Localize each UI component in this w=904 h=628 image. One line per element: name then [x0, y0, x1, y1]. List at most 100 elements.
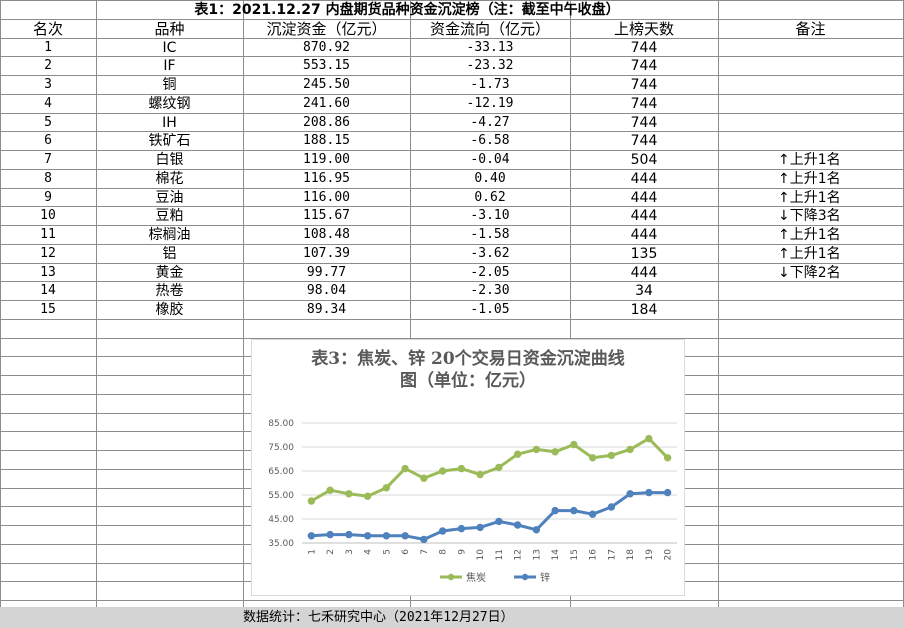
- header-days-cell: 上榜天数: [613, 20, 674, 38]
- grid-row-line: [0, 75, 904, 76]
- flow-cell: -2.05: [470, 265, 510, 280]
- grid-row-line: [0, 0, 904, 1]
- days-cell: 444: [630, 190, 658, 206]
- x-tick-label: 6: [401, 549, 411, 555]
- legend-label: 焦炭: [466, 571, 486, 584]
- chart-title-line-2: 图（单位：亿元）: [400, 371, 536, 391]
- grid-row-line: [0, 300, 904, 301]
- x-tick-label: 11: [495, 549, 505, 560]
- y-tick-label: 55.00: [268, 491, 294, 501]
- x-tick-label: 15: [570, 549, 580, 560]
- grid-column-line: [243, 0, 244, 628]
- flow-cell: -0.04: [470, 152, 510, 167]
- data-point: [551, 448, 559, 456]
- funds-cell: 870.92: [303, 40, 350, 55]
- data-point: [382, 484, 391, 492]
- days-cell: 34: [635, 283, 653, 299]
- variety-cell: IH: [162, 115, 177, 131]
- funds-cell: 98.04: [306, 283, 347, 298]
- grid-row-line: [0, 244, 904, 245]
- flow-cell: -1.73: [470, 77, 510, 92]
- grid-row-line: [0, 131, 904, 132]
- series-line-0: [310, 437, 669, 503]
- flow-cell: -1.05: [470, 302, 510, 317]
- variety-cell: 橡胶: [155, 302, 184, 318]
- x-tick-label: 18: [626, 549, 636, 561]
- y-tick-label: 35.00: [268, 539, 294, 549]
- data-point: [645, 434, 653, 443]
- variety-cell: 铁矿石: [148, 133, 191, 149]
- grid-column-line: [718, 0, 719, 628]
- data-point: [551, 506, 559, 515]
- funds-cell: 108.48: [303, 227, 350, 242]
- funds-cell: 119.00: [303, 152, 350, 167]
- funds-cell: 188.15: [303, 133, 350, 148]
- days-cell: 504: [630, 152, 658, 168]
- data-point: [326, 530, 334, 539]
- rank-cell: 8: [44, 171, 52, 186]
- days-cell: 184: [630, 302, 658, 318]
- data-point: [663, 454, 672, 462]
- funds-cell: 89.34: [306, 302, 347, 317]
- note-cell: ↑上升1名: [778, 152, 841, 168]
- series-line-1: [311, 491, 668, 541]
- days-cell: 444: [630, 208, 658, 224]
- variety-cell: 豆油: [155, 190, 184, 206]
- funds-cell: 116.95: [303, 171, 350, 186]
- x-tick-label: 17: [607, 549, 617, 560]
- grid-row-line: [0, 281, 904, 282]
- variety-cell: IF: [163, 58, 176, 74]
- rank-cell: 4: [44, 96, 52, 111]
- note-cell: [778, 301, 903, 319]
- note-cell: [778, 132, 903, 150]
- flow-cell: -1.58: [470, 227, 510, 242]
- data-point: [626, 445, 634, 454]
- x-tick-label: 4: [364, 549, 374, 555]
- data-point: [513, 450, 522, 458]
- data-point: [588, 510, 597, 518]
- data-point: [457, 524, 466, 533]
- header-variety-cell: 品种: [154, 20, 185, 38]
- flow-cell: -33.13: [466, 40, 514, 55]
- variety-cell: 铜: [162, 77, 177, 93]
- rank-cell: 9: [44, 190, 52, 205]
- funds-cell: 116.00: [303, 190, 350, 205]
- x-tick-label: 3: [345, 549, 355, 555]
- flow-cell: -3.62: [470, 246, 510, 261]
- data-point: [495, 463, 503, 472]
- variety-cell: 白银: [155, 152, 184, 168]
- grid-row-line: [0, 600, 904, 601]
- rank-cell: 15: [40, 302, 56, 317]
- note-cell: ↑上升1名: [778, 227, 841, 243]
- rank-cell: 11: [40, 227, 56, 242]
- data-point: [438, 527, 447, 535]
- note-cell: ↓下降2名: [778, 265, 841, 281]
- data-point: [382, 532, 391, 540]
- y-tick-label: 75.00: [268, 443, 294, 453]
- data-point: [457, 464, 466, 473]
- funds-cell: 241.60: [303, 96, 350, 111]
- data-point: [570, 506, 578, 515]
- note-cell: ↓下降3名: [778, 208, 841, 224]
- funds-cell: 208.86: [303, 115, 350, 130]
- x-tick-label: 16: [589, 549, 599, 561]
- grid-row-line: [0, 225, 904, 226]
- funds-cell: 553.15: [303, 58, 350, 73]
- funds-line-chart[interactable]: 表3：焦炭、锌 20个交易日资金沉淀曲线 图（单位：亿元） 35.00 45.00…: [251, 339, 685, 596]
- data-point: [476, 523, 484, 532]
- x-tick-label: 20: [664, 549, 674, 561]
- days-cell: 744: [630, 115, 658, 131]
- legend-swatch-marker: [521, 573, 529, 581]
- x-tick-label: 10: [476, 549, 486, 561]
- grid-row-line: [0, 56, 904, 57]
- grid-row-line: [0, 169, 904, 170]
- variety-cell: 棉花: [155, 171, 184, 187]
- y-tick-label: 45.00: [268, 515, 294, 525]
- data-point: [476, 470, 484, 479]
- days-cell: 744: [630, 96, 658, 112]
- chart-title-line-1: 表3：焦炭、锌 20个交易日资金沉淀曲线: [311, 349, 625, 369]
- data-point: [588, 454, 597, 462]
- header-rank-cell: 名次: [32, 20, 63, 38]
- x-tick-label: 2: [326, 549, 336, 555]
